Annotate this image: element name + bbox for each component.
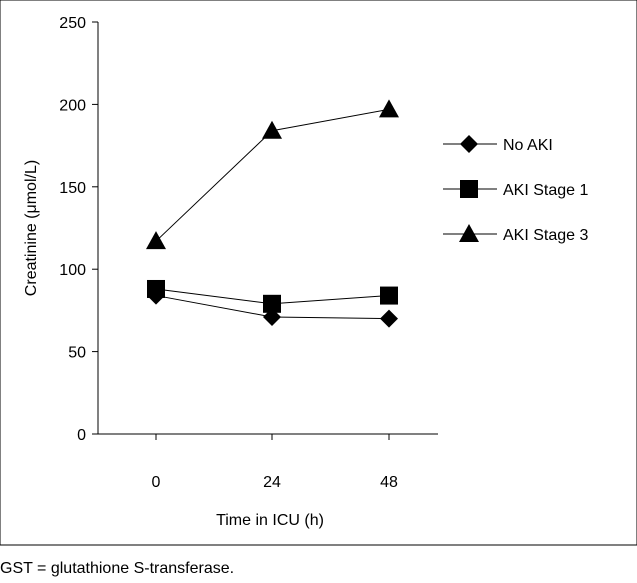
legend-item-aki-stage-3: AKI Stage 3: [443, 224, 588, 244]
x-axis-label: Time in ICU (h): [216, 512, 324, 529]
x-tick-label: 24: [263, 474, 281, 491]
y-tick-label: 200: [59, 97, 86, 114]
legend-item-aki-stage-1: AKI Stage 1: [443, 180, 588, 199]
y-tick-label: 0: [77, 427, 86, 444]
footnote: GST = glutathione S-transferase.: [0, 560, 235, 577]
legend-label: No AKI: [503, 137, 553, 154]
data-point-aki-stage-3: [146, 231, 166, 250]
legend: No AKI AKI Stage 1 AKI Stage 3: [443, 135, 588, 244]
data-point-aki-stage-3: [379, 99, 399, 118]
legend-label: AKI Stage 3: [503, 227, 588, 244]
series-layer: [146, 99, 399, 328]
legend-marker-aki-stage-1: [460, 180, 478, 198]
plot-frame: [0, 0, 637, 546]
data-point-aki-stage-1: [380, 286, 398, 305]
legend-item-no-aki: No AKI: [443, 135, 553, 154]
data-point-aki-stage-1: [263, 294, 281, 313]
y-axis-label: Creatinine (μmol/L): [23, 160, 40, 296]
x-tick-label: 0: [152, 474, 161, 491]
y-tick-label: 100: [59, 262, 86, 279]
legend-marker-aki-stage-3: [459, 224, 479, 242]
data-point-aki-stage-3: [262, 120, 282, 139]
series-aki-stage-3: [146, 99, 399, 250]
y-ticks: 0 50 100 150 200 250: [59, 15, 98, 444]
x-tick-label: 48: [380, 474, 398, 491]
x-ticks: 0 24 48: [152, 434, 398, 491]
data-point-no-aki: [380, 309, 398, 328]
y-tick-label: 50: [68, 345, 86, 362]
y-tick-label: 250: [59, 15, 86, 32]
legend-marker-no-aki: [460, 135, 478, 153]
data-point-aki-stage-1: [147, 279, 165, 298]
legend-label: AKI Stage 1: [503, 182, 588, 199]
series-aki-stage-1: [147, 279, 398, 313]
axes: [97, 22, 438, 435]
y-tick-label: 150: [59, 180, 86, 197]
